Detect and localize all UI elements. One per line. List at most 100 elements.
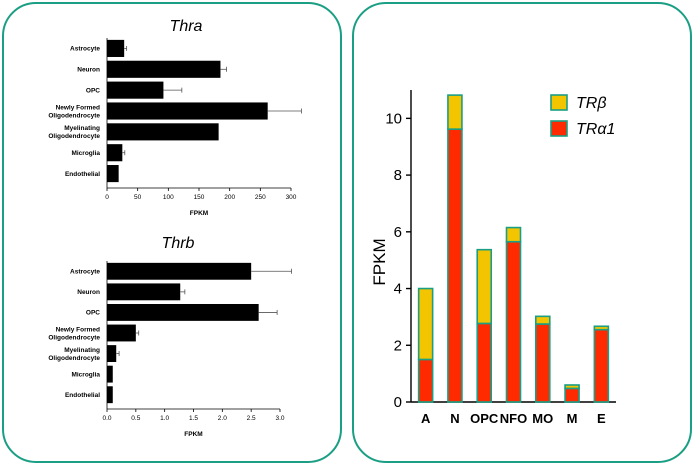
bar-segment [534, 323, 551, 403]
category-label-line: Astrocyte [70, 46, 100, 53]
bar-segment [476, 322, 493, 403]
bar [107, 303, 259, 321]
y-tick-label: 2 [394, 337, 402, 354]
legend-swatch [550, 120, 568, 137]
y-axis-label: FPKM [370, 238, 389, 285]
x-tick-label: 250 [255, 194, 266, 201]
category-label: OPC [86, 310, 100, 317]
bar [107, 165, 119, 183]
category-label-line: Astrocyte [70, 269, 100, 276]
x-tick-label: 0.0 [102, 415, 111, 422]
chart-title: Thra [170, 18, 203, 35]
category-label-line: Newly Formed [56, 326, 100, 333]
x-axis-label: FPKM [190, 210, 208, 217]
category-label-line: OPC [86, 87, 100, 94]
bar-segment [505, 240, 522, 403]
bar [107, 345, 117, 363]
y-tick-label: 8 [394, 167, 402, 184]
right-panel: 0 2 4 6 8 10 FPKM A N OPC NFO MO M E TRβ TRα1 [352, 2, 692, 463]
bar [107, 386, 113, 404]
category-label-line: Myelinating [64, 125, 100, 132]
bar-segment [534, 315, 551, 325]
y-tick-label: 10 [385, 110, 402, 127]
category-label: Microglia [71, 150, 100, 157]
category-label: Newly Formed Oligodendrocyte [48, 104, 100, 119]
bar-segment [564, 384, 580, 390]
legend-swatch [550, 94, 568, 111]
x-tick-label: 0.5 [131, 415, 140, 422]
legend-label: TRα1 [576, 121, 615, 138]
x-tick-label: 3.0 [275, 415, 284, 422]
category-label-line: OPC [86, 310, 100, 317]
category-label-line: Neuron [77, 67, 100, 74]
category-label-line: Endothelial [65, 392, 100, 399]
category-label: Astrocyte [70, 269, 100, 276]
bar-segment [476, 248, 493, 325]
category-label-line: Oligodendrocyte [48, 133, 100, 140]
bar [107, 102, 268, 120]
y-tick-label: 4 [394, 281, 402, 298]
x-tick-label: 2.5 [247, 415, 256, 422]
x-axis-label: FPKM [184, 431, 202, 438]
bar [107, 262, 252, 280]
x-tick-label: 200 [224, 194, 235, 201]
category-label-line: Oligodendrocyte [48, 334, 100, 341]
bar-segment [564, 387, 580, 403]
x-tick-label: N [450, 411, 459, 426]
bar-segment [593, 325, 610, 331]
category-label-line: Oligodendrocyte [48, 355, 100, 362]
category-label: Neuron [77, 67, 100, 74]
bar [107, 365, 113, 383]
x-tick-label: 1.0 [160, 415, 169, 422]
category-label-line: Oligodendrocyte [48, 112, 100, 119]
category-label: Neuron [77, 289, 100, 296]
left-panel: Thra Astrocyte Neuron OPC Newly Formed Oligod… [2, 2, 342, 463]
chart-title: Thrb [162, 235, 195, 252]
category-label-line: Newly Formed [56, 104, 100, 111]
category-label: Myelinating Oligodendrocyte [48, 125, 100, 140]
x-tick-label: M [567, 411, 578, 426]
category-label: Myelinating Oligodendrocyte [48, 347, 100, 362]
y-tick-label: 6 [394, 224, 402, 241]
category-label-line: Myelinating [64, 347, 100, 354]
x-tick-label: 300 [286, 194, 297, 201]
legend-label: TRβ [576, 95, 606, 112]
bar [107, 283, 181, 301]
bar [107, 60, 221, 78]
category-label: Newly Formed Oligodendrocyte [48, 326, 100, 341]
x-tick-label: 2.0 [218, 415, 227, 422]
x-tick-label: 0 [105, 194, 109, 201]
category-label-line: Endothelial [65, 171, 100, 178]
bar [107, 81, 164, 99]
bar-segment [447, 128, 463, 403]
x-tick-label: OPC [470, 411, 499, 426]
category-label-line: Neuron [77, 289, 100, 296]
category-label: Endothelial [65, 171, 100, 178]
bar-segment [505, 226, 522, 243]
category-label: Microglia [71, 371, 100, 378]
tr-stacked-chart: 0 2 4 6 8 10 FPKM A N OPC NFO MO M E TRβ TRα1 [370, 90, 616, 426]
x-tick-label: A [421, 411, 431, 426]
bar-segment [417, 287, 434, 361]
category-label: Endothelial [65, 392, 100, 399]
x-tick-label: 100 [163, 194, 174, 201]
bar-segment [593, 328, 610, 403]
x-tick-label: E [597, 411, 606, 426]
category-label-line: Microglia [71, 150, 100, 157]
x-tick-label: 50 [134, 194, 142, 201]
bar-segment [447, 94, 463, 130]
bar [107, 324, 136, 342]
bar [107, 144, 123, 162]
x-tick-label: 150 [194, 194, 205, 201]
x-tick-label: MO [532, 411, 553, 426]
bar [107, 39, 125, 57]
category-label: OPC [86, 87, 100, 94]
x-tick-label: NFO [500, 411, 527, 426]
x-tick-label: 1.5 [189, 415, 198, 422]
category-label-line: Microglia [71, 371, 100, 378]
bar [107, 123, 219, 141]
bar-segment [417, 358, 434, 403]
category-label: Astrocyte [70, 46, 100, 53]
